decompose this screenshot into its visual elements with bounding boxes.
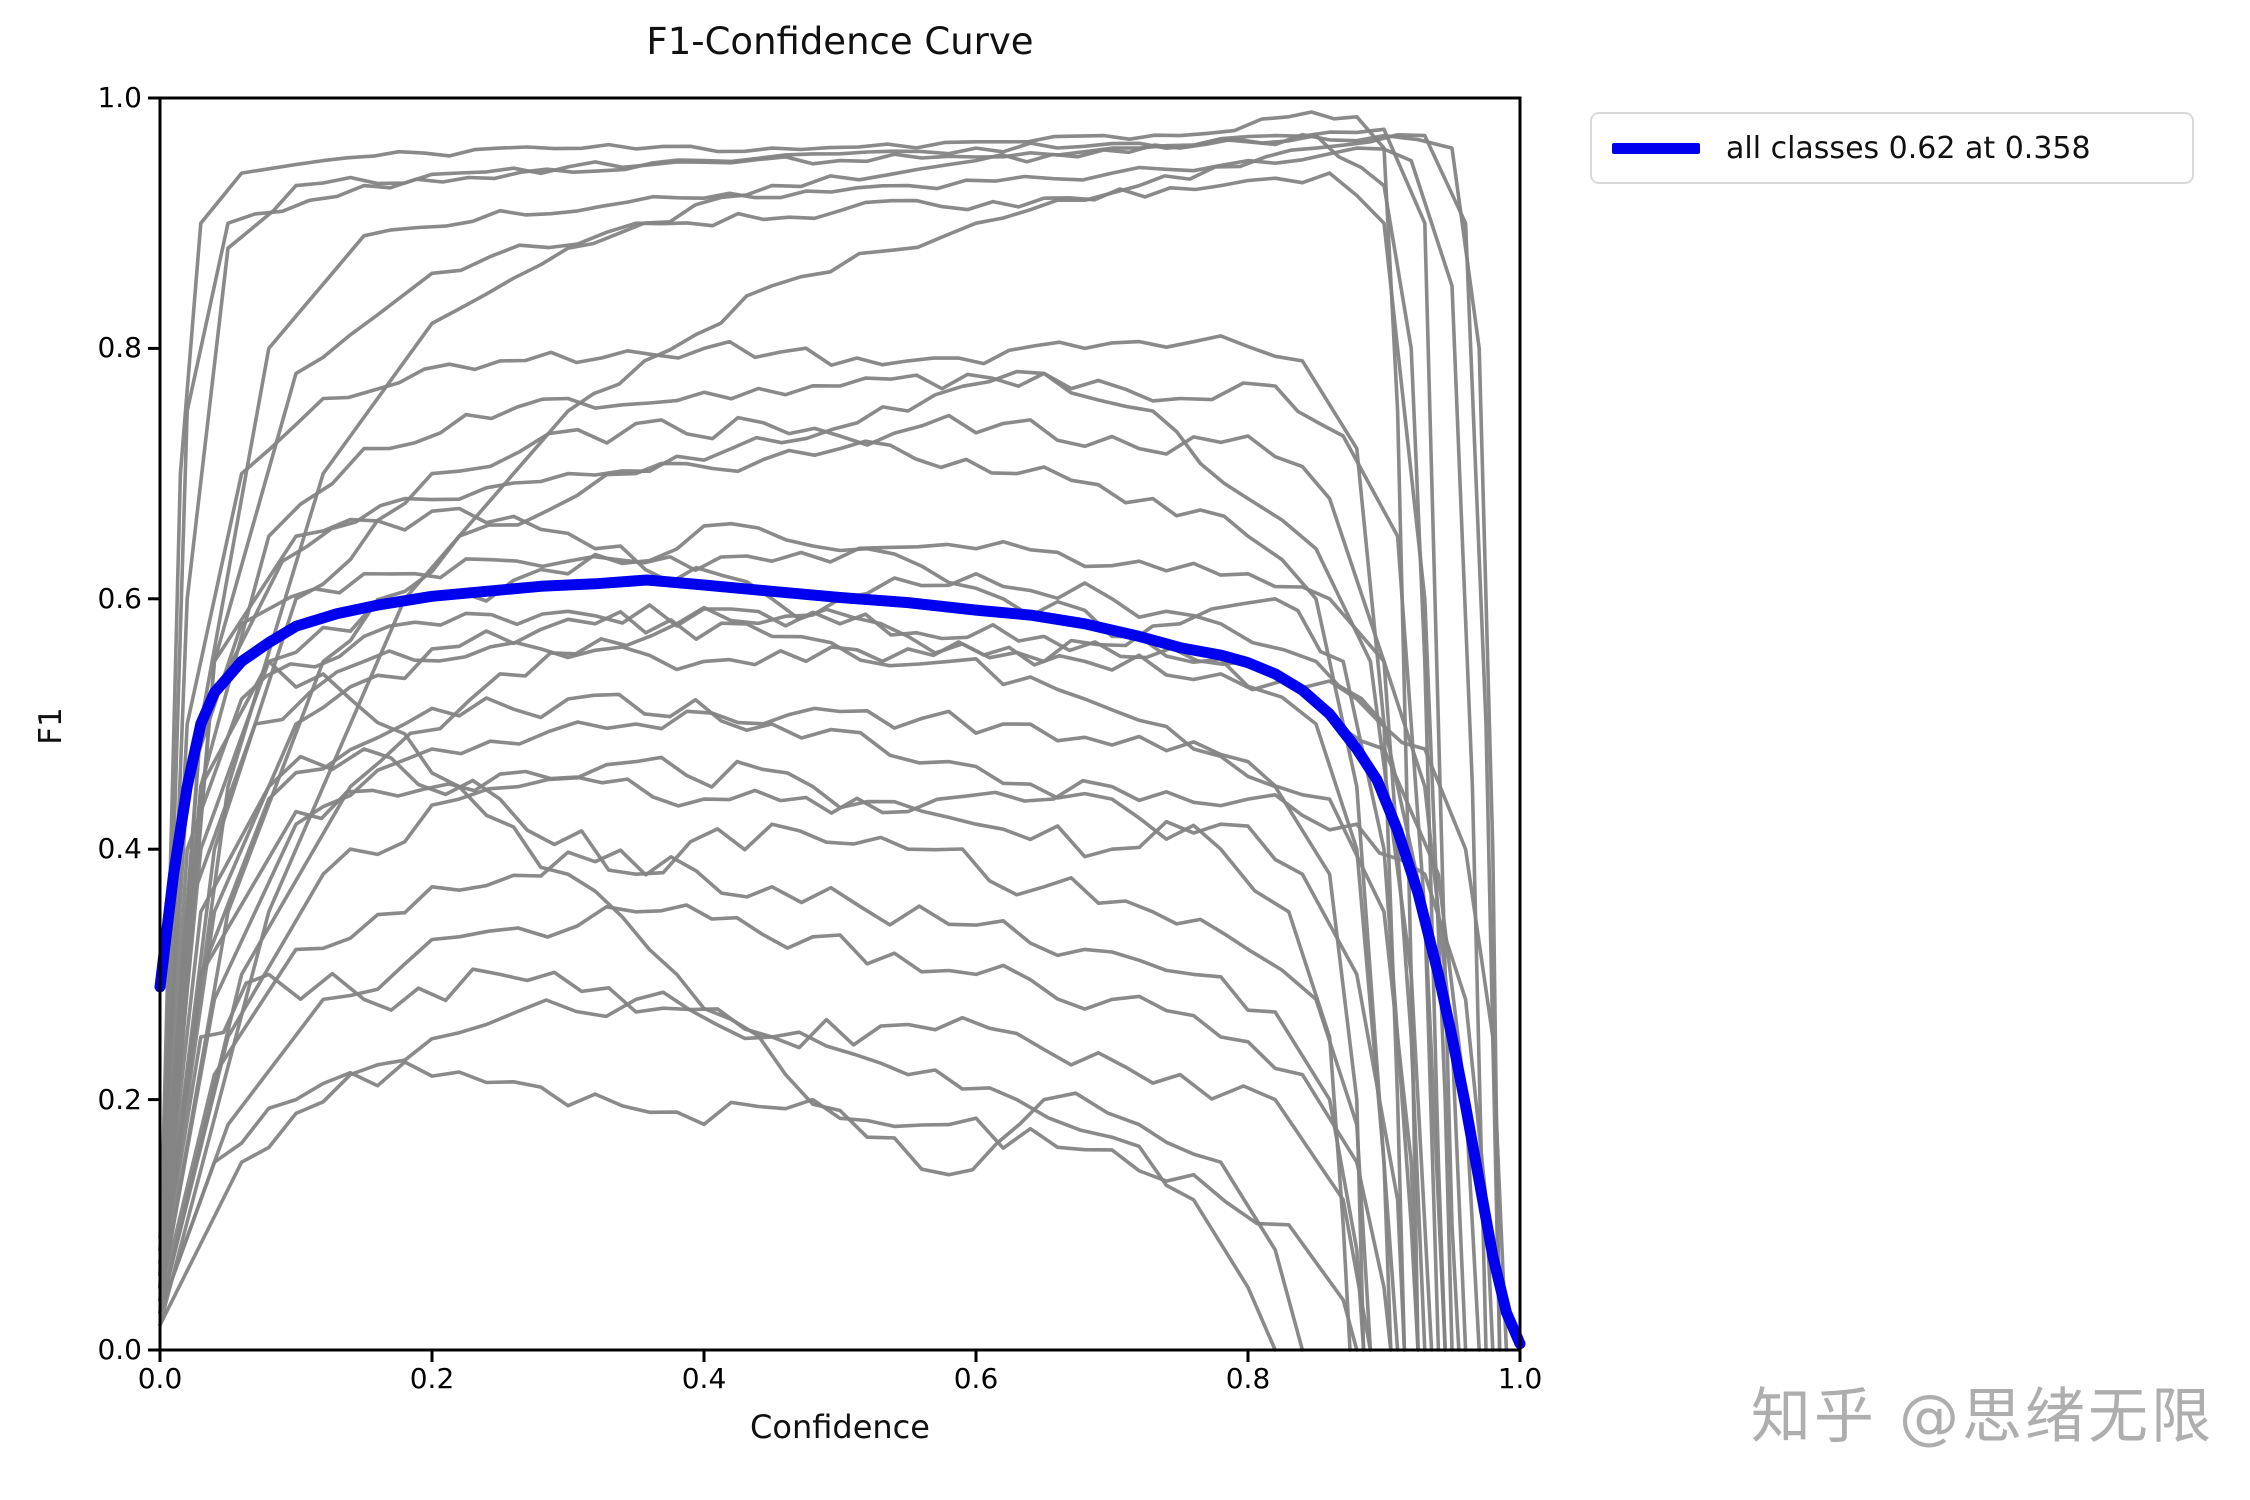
class-curve xyxy=(158,848,1366,1352)
class-curve xyxy=(158,990,1277,1352)
y-tick-label: 0.2 xyxy=(97,1082,142,1116)
x-tick-label: 0.8 xyxy=(1225,1362,1271,1395)
class-curve xyxy=(158,903,1393,1352)
class-curve xyxy=(158,755,1407,1352)
class-curve xyxy=(158,967,1373,1352)
plot-area xyxy=(148,96,1526,1362)
y-tick-label: 0.8 xyxy=(97,331,142,365)
all-classes-curve xyxy=(154,574,1526,1350)
legend-line-swatch xyxy=(1612,142,1700,154)
y-tick-label: 1.0 xyxy=(97,81,142,114)
class-curve xyxy=(158,439,1393,1352)
plot-box-spines xyxy=(158,96,1522,1352)
class-curve xyxy=(158,539,1468,1352)
legend-label: all classes 0.62 at 0.358 xyxy=(1726,130,2091,166)
class-curve xyxy=(158,506,1420,1352)
class-curve xyxy=(158,146,1488,1352)
x-tick-label: 0.0 xyxy=(137,1362,183,1395)
class-curve xyxy=(158,659,1305,1352)
legend: all classes 0.62 at 0.358 xyxy=(1590,112,2194,184)
y-tick-label: 0.4 xyxy=(97,832,142,866)
x-tick-label: 0.2 xyxy=(409,1362,455,1395)
class-curve xyxy=(158,769,1495,1352)
class-curve xyxy=(158,133,1447,1352)
watermark: 知乎 @思绪无限 xyxy=(1750,1382,2214,1452)
class-curve xyxy=(158,640,1481,1352)
x-tick-label: 0.4 xyxy=(681,1362,727,1395)
class-curve xyxy=(158,609,1366,1352)
x-axis-label: Confidence xyxy=(750,1408,930,1446)
class-curve xyxy=(158,110,1420,1352)
chart-title: F1-Confidence Curve xyxy=(646,20,1034,63)
y-tick-label: 0.0 xyxy=(97,1333,142,1366)
class-curve xyxy=(158,132,1502,1352)
plot-svg xyxy=(148,96,1526,1362)
class-curve xyxy=(158,132,1502,1352)
class-curve xyxy=(158,747,1373,1352)
x-tick-label: 1.0 xyxy=(1497,1362,1543,1395)
class-curve xyxy=(158,1060,1359,1352)
x-tick-label: 0.6 xyxy=(953,1362,999,1395)
class-curve xyxy=(158,371,1441,1352)
class-curve xyxy=(158,413,1427,1352)
class-curve xyxy=(158,706,1420,1352)
class-curve xyxy=(158,334,1407,1352)
class-curve xyxy=(158,171,1454,1352)
class-curve xyxy=(158,571,1447,1352)
class-curve xyxy=(158,127,1461,1352)
y-tick-label: 0.6 xyxy=(97,581,142,615)
class-curve xyxy=(158,692,1352,1352)
y-axis-label: F1 xyxy=(33,707,69,745)
